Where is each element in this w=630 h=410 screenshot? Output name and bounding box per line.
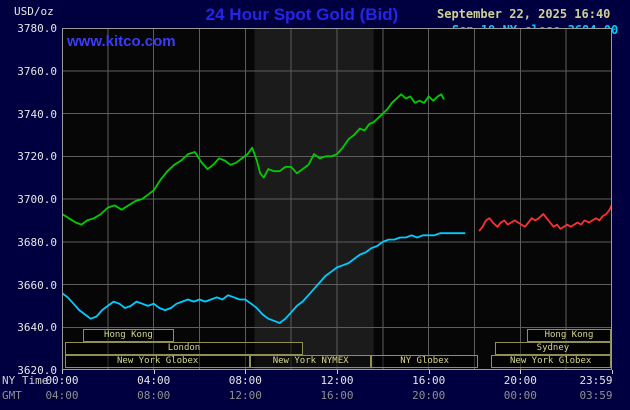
session-box-london: London [65, 342, 303, 355]
plot-border [62, 28, 612, 370]
x-tick-label-gmt: 12:00 [228, 389, 262, 402]
datetime-label: September 22, 2025 16:40 [437, 7, 611, 21]
y-tick-label: 3700.0 [17, 193, 57, 206]
session-box-new-york-globex: New York Globex [490, 355, 611, 368]
x-tick-label-gmt: 03:59 [579, 389, 613, 402]
chart-title: 24 Hour Spot Gold (Bid) [205, 5, 399, 24]
y-tick-label: 3680.0 [17, 235, 57, 249]
y-tick-label: 3720.0 [17, 150, 57, 164]
y-tick-label: 3640.0 [17, 321, 57, 335]
x-tick-mark [520, 370, 522, 374]
x-tick-label-ny: 00:00 [45, 374, 79, 387]
x-tick-label-ny: 04:00 [137, 374, 171, 387]
gmt-axis-label: GMT [2, 389, 22, 402]
series-line-sep19 [61, 232, 466, 324]
x-tick-mark [245, 370, 247, 374]
y-tick-label: 3780.0 [17, 22, 57, 35]
kitco-watermark-link[interactable]: www.kitco.com [67, 33, 176, 50]
plot-svg [61, 28, 613, 370]
y-tick-label: 3760.0 [17, 64, 57, 78]
x-tick-mark [428, 370, 430, 374]
y-tick-label: 3660.0 [17, 278, 57, 292]
x-tick-label-gmt: 08:00 [137, 389, 171, 402]
x-tick-label-ny: 23:59 [579, 374, 613, 387]
x-tick-label-ny: 20:00 [503, 374, 537, 387]
plot-area [61, 28, 613, 370]
session-box-new-york-globex: New York Globex [65, 355, 250, 368]
x-tick-label-gmt: 20:00 [412, 389, 446, 402]
x-tick-label-gmt: 16:00 [320, 389, 354, 402]
x-tick-label-gmt: 04:00 [45, 389, 79, 402]
session-box-ny-globex: NY Globex [371, 355, 478, 368]
x-tick-label-ny: 12:00 [320, 374, 354, 387]
x-tick-mark [611, 370, 613, 374]
session-box-hong-kong: Hong Kong [82, 329, 175, 342]
session-box-sydney: Sydney [495, 342, 611, 355]
session-box-hong-kong: Hong Kong [527, 329, 611, 342]
x-tick-label-gmt: 00:00 [503, 389, 537, 402]
series-line-sep22 [61, 93, 445, 226]
x-tick-mark [153, 370, 155, 374]
session-box-new-york-nymex: New York NYMEX [249, 355, 372, 368]
y-tick-label: 3740.0 [17, 107, 57, 121]
x-tick-mark [62, 370, 63, 374]
series-line-sep21 [478, 205, 613, 232]
x-tick-label-ny: 08:00 [228, 374, 262, 387]
x-tick-mark [337, 370, 338, 374]
y-tick-label: 3620.0 [17, 364, 57, 377]
x-tick-label-ny: 16:00 [412, 374, 446, 387]
ny-time-axis-label: NY Time [2, 374, 49, 387]
units-label: USD/oz [14, 5, 54, 18]
